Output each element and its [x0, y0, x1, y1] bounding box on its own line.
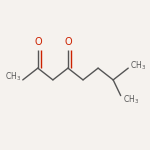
Text: O: O — [34, 37, 42, 46]
Text: CH$_3$: CH$_3$ — [5, 71, 21, 83]
Text: CH$_3$: CH$_3$ — [123, 93, 139, 106]
Text: CH$_3$: CH$_3$ — [130, 60, 146, 72]
Text: O: O — [64, 37, 72, 46]
